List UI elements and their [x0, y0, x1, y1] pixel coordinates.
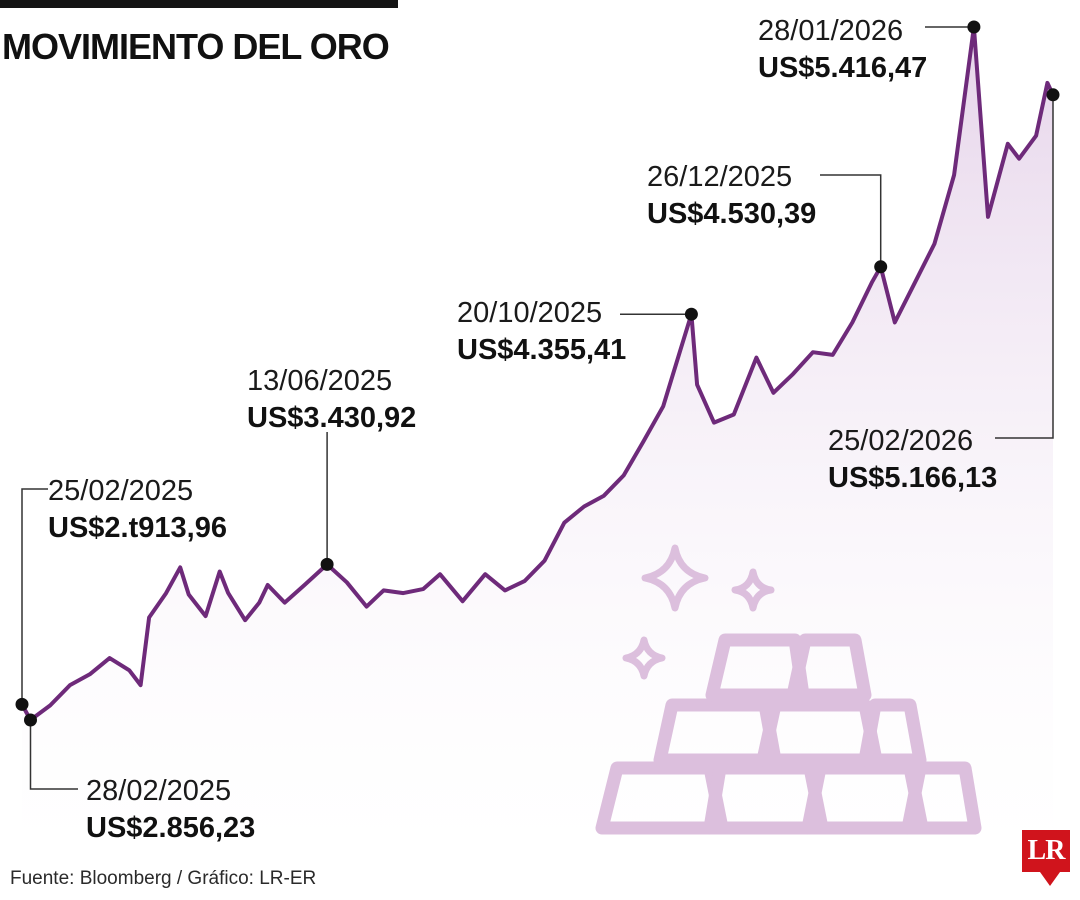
annotation-point	[967, 20, 981, 34]
annotation-leader	[820, 174, 882, 267]
annotation-value: US$5.416,47	[758, 52, 927, 84]
annotation-date: 25/02/2026	[828, 425, 973, 457]
annotation-value: US$4.530,39	[647, 198, 816, 230]
annotation-point	[874, 260, 888, 274]
annotation-point	[15, 697, 29, 711]
sparkle-icons	[622, 544, 775, 680]
annotation-date: 20/10/2025	[457, 297, 602, 329]
annotation-date: 28/01/2026	[758, 15, 903, 47]
annotation-value: US$3.430,92	[247, 402, 416, 434]
lr-logo: LR	[1022, 830, 1070, 872]
annotations: 25/02/2025 US$2.t913,96 28/02/2025 US$2.856…	[15, 15, 1060, 844]
top-rule	[0, 0, 398, 8]
annotation-value: US$2.856,23	[86, 812, 255, 844]
source-note: Fuente: Bloomberg / Gráfico: LR-ER	[10, 868, 317, 889]
lr-logo-tail	[1040, 872, 1060, 886]
annotation-point	[684, 307, 698, 321]
annotation-leader	[29, 720, 78, 790]
chart-title: MOVIMIENTO DEL ORO	[2, 26, 390, 67]
annotation-point	[24, 713, 37, 727]
annotation-value: US$2.t913,96	[48, 512, 227, 544]
annotation-leader	[21, 488, 48, 705]
annotation-value: US$4.355,41	[457, 334, 626, 366]
price-line	[20, 25, 1055, 722]
annotation-date: 28/02/2025	[86, 775, 231, 807]
annotation-date: 13/06/2025	[247, 365, 392, 397]
annotation-point	[320, 557, 334, 571]
annotation-date: 26/12/2025	[647, 161, 792, 193]
gold-bars-icon	[595, 633, 982, 835]
annotation-date: 25/02/2025	[48, 475, 193, 507]
annotation-leader	[995, 94, 1054, 439]
annotation-point	[1046, 88, 1060, 102]
annotation-value: US$5.166,13	[828, 462, 997, 494]
